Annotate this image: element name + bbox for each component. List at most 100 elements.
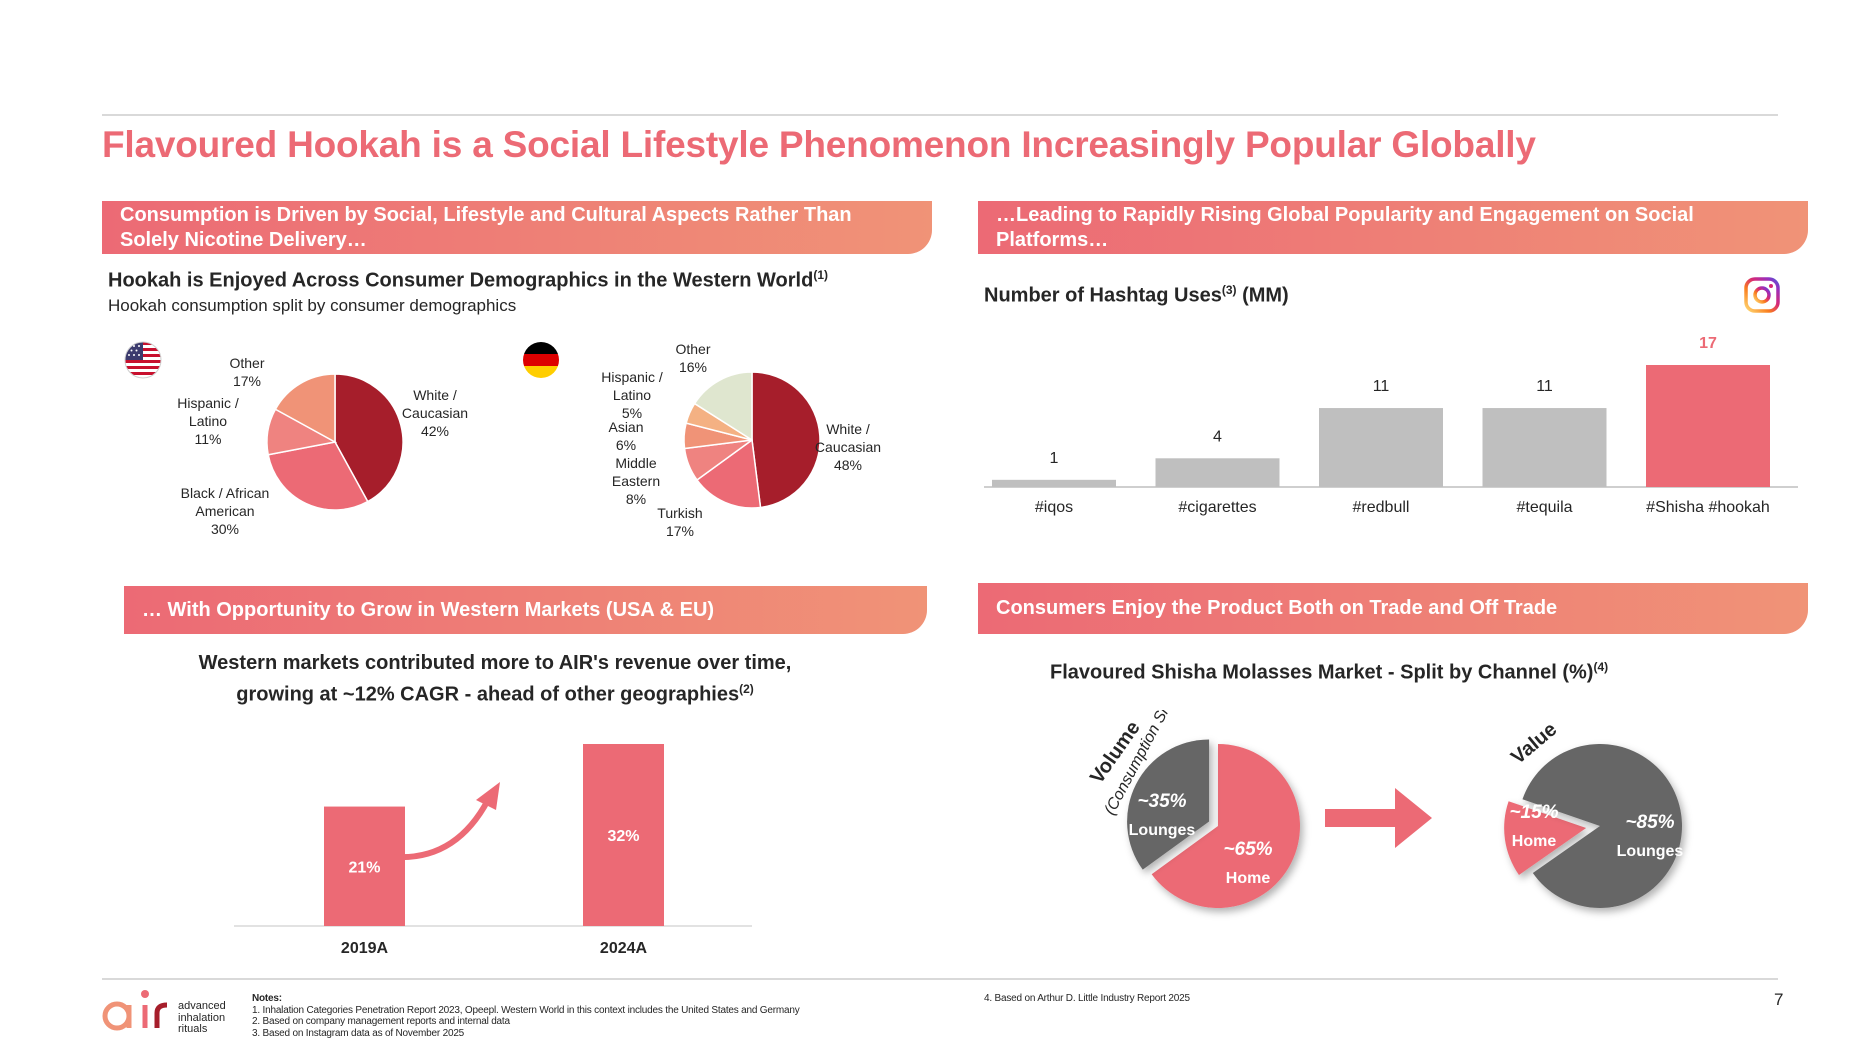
pie-slice xyxy=(274,373,336,444)
pie-slice xyxy=(693,371,753,442)
channel-pct-label: ~85% xyxy=(1625,812,1674,833)
revenue-heading-sup: (2) xyxy=(739,682,754,696)
hashtag-bar xyxy=(1646,365,1770,487)
channel-pie-slice xyxy=(1151,744,1300,908)
footer-rule xyxy=(102,978,1778,980)
pie-slice xyxy=(695,438,762,509)
hashtag-value-label: 17 xyxy=(1699,335,1717,352)
footnote-2: 2. Based on company management reports a… xyxy=(252,1016,510,1027)
footnote-1: 1. Inhalation Categories Penetration Rep… xyxy=(252,1004,800,1016)
channel-pie-slice xyxy=(1522,744,1682,908)
demographics-heading: Hookah is Enjoyed Across Consumer Demogr… xyxy=(108,268,828,293)
instagram-icon xyxy=(1744,277,1780,313)
channel-heading-sup: (4) xyxy=(1593,660,1609,674)
revenue-value-label: 32% xyxy=(607,828,639,845)
hashtag-bar xyxy=(1482,408,1607,487)
hashtag-category-label: #redbull xyxy=(1353,499,1410,516)
demographics-subheading: Hookah consumption split by consumer dem… xyxy=(108,296,517,315)
banner-top-left: Consumption is Driven by Social, Lifesty… xyxy=(102,201,932,254)
hashtag-value-label: 11 xyxy=(1536,378,1553,395)
logo-wordmark: advanced inhalation rituals xyxy=(178,1000,226,1036)
revenue-bar xyxy=(324,806,405,926)
channel-heading-text: Flavoured Shisha Molasses Market - Split… xyxy=(1050,661,1594,684)
channel-name-label: Lounges xyxy=(1617,843,1684,860)
hashtag-chart-title-suffix: (MM) xyxy=(1236,284,1289,307)
revenue-category-label: 2019A xyxy=(341,940,389,957)
volume-pie: ~65% Home ~35% Lounges xyxy=(1127,739,1300,908)
banner-bottom-left-text: … With Opportunity to Grow in Western Ma… xyxy=(142,598,715,621)
banner-top-right: …Leading to Rapidly Rising Global Popula… xyxy=(978,201,1808,254)
pie-slice xyxy=(267,441,369,511)
channel-heading: Flavoured Shisha Molasses Market - Split… xyxy=(1050,660,1608,685)
hashtag-category-label: #tequila xyxy=(1516,499,1572,516)
banner-bottom-right-text: Consumers Enjoy the Product Both on Trad… xyxy=(996,597,1558,619)
footnote-3: 3. Based on Instagram data as of Novembe… xyxy=(252,1027,465,1039)
hashtag-chart-title-text: Number of Hashtag Uses xyxy=(984,284,1222,307)
channel-split-pies: Volume (Consumption Share) Value ~65%Hom… xyxy=(1086,710,1683,908)
revenue-heading-line1: Western markets contributed more to AIR'… xyxy=(198,652,792,674)
hashtag-bar xyxy=(992,479,1116,487)
banner-bottom-right: Consumers Enjoy the Product Both on Trad… xyxy=(978,583,1808,634)
pie-slice-label: Other 17% xyxy=(229,355,264,389)
revenue-heading-line2: growing at ~12% CAGR - ahead of other ge… xyxy=(236,683,740,706)
hashtag-chart-title-sup: (3) xyxy=(1221,283,1237,297)
hashtag-category-label: #Shisha #hookah xyxy=(1646,499,1770,516)
pie-slice-label: White / Caucasian 42% xyxy=(402,387,468,439)
hashtag-value-label: 1 xyxy=(1050,450,1059,467)
banner-top-left-text: Consumption is Driven by Social, Lifesty… xyxy=(120,203,852,251)
channel-pct-label: ~65% xyxy=(1223,839,1272,860)
pie-slice-label: Middle Eastern 8% xyxy=(612,455,660,507)
hashtag-bar xyxy=(1155,458,1280,487)
channel-name-label: Home xyxy=(1226,870,1271,887)
logo-line1: advanced xyxy=(178,1000,226,1012)
pie-slice xyxy=(334,373,404,503)
germany-demographics-pie: White / Caucasian 48% Turkish 17%Middle Easte… xyxy=(601,341,881,539)
demographics-heading-sup: (1) xyxy=(813,268,829,282)
page-title: Flavoured Hookah is a Social Lifestyle P… xyxy=(102,124,1536,165)
demographics-heading-text: Hookah is Enjoyed Across Consumer Demogr… xyxy=(108,269,814,292)
footnote-4: 4. Based on Arthur D. Little Industry Re… xyxy=(984,993,1190,1004)
channel-pie-slice xyxy=(1127,739,1210,870)
pie-slice-label: Turkish 17% xyxy=(657,505,702,539)
channel-pct-label: ~35% xyxy=(1137,791,1186,812)
channel-name-label: Home xyxy=(1512,833,1557,850)
revenue-bar-chart: 21% 2019A 32% 2024A xyxy=(234,744,752,957)
us-demographics-pie: White / Caucasian 42% Black / African Americ… xyxy=(177,355,468,537)
right-arrow-icon xyxy=(1325,788,1432,848)
notes-title: Notes: xyxy=(252,993,282,1004)
hashtag-value-label: 4 xyxy=(1213,428,1222,445)
hashtag-category-label: #iqos xyxy=(1035,499,1073,516)
revenue-bar xyxy=(583,744,664,926)
pie-slice-label: Asian 6% xyxy=(608,419,643,453)
banner-top-right-text: …Leading to Rapidly Rising Global Popula… xyxy=(996,203,1694,251)
air-logo xyxy=(102,990,168,1031)
growth-arrow-head-icon xyxy=(476,782,500,810)
revenue-category-label: 2024A xyxy=(600,940,648,957)
logo-line2: inhalation xyxy=(178,1011,226,1024)
hashtag-category-label: #cigarettes xyxy=(1178,499,1256,516)
top-rule xyxy=(102,114,1778,116)
pie-slice-label: Hispanic / Latino 11% xyxy=(177,395,239,447)
hashtag-chart-title: Number of Hashtag Uses(3) (MM) xyxy=(984,283,1289,308)
channel-pie-slice xyxy=(1504,801,1587,875)
revenue-value-label: 21% xyxy=(348,859,380,876)
hashtag-bar xyxy=(1319,408,1443,487)
logo-line3: rituals xyxy=(178,1023,208,1035)
revenue-heading: Western markets contributed more to AIR'… xyxy=(160,650,830,708)
hashtag-value-label: 11 xyxy=(1373,378,1390,395)
us-flag-icon xyxy=(124,341,162,379)
footnotes: Notes: 1. Inhalation Categories Penetrat… xyxy=(252,993,800,1039)
value-pie: ~15% Home ~85% Lounges xyxy=(1504,744,1683,908)
pie-slice-label: White / Caucasian 48% xyxy=(815,421,881,473)
germany-flag-icon xyxy=(523,342,559,378)
channel-pct-label: ~15% xyxy=(1509,802,1558,823)
pie-slice-label: Other 16% xyxy=(675,341,710,375)
pie-slice xyxy=(751,371,821,509)
growth-arrow-icon xyxy=(393,797,491,861)
pie-slice-label: Black / African American 30% xyxy=(181,485,270,537)
banner-bottom-left: … With Opportunity to Grow in Western Ma… xyxy=(124,586,927,634)
channel-name-label: Lounges xyxy=(1129,822,1196,839)
pie-slice-label: Hispanic / Latino 5% xyxy=(601,369,663,421)
page-number: 7 xyxy=(1774,990,1784,1009)
hashtag-bar-chart: 1 #iqos 4 #cigarettes 11 #redbull 11 #tequila 17… xyxy=(984,335,1798,516)
